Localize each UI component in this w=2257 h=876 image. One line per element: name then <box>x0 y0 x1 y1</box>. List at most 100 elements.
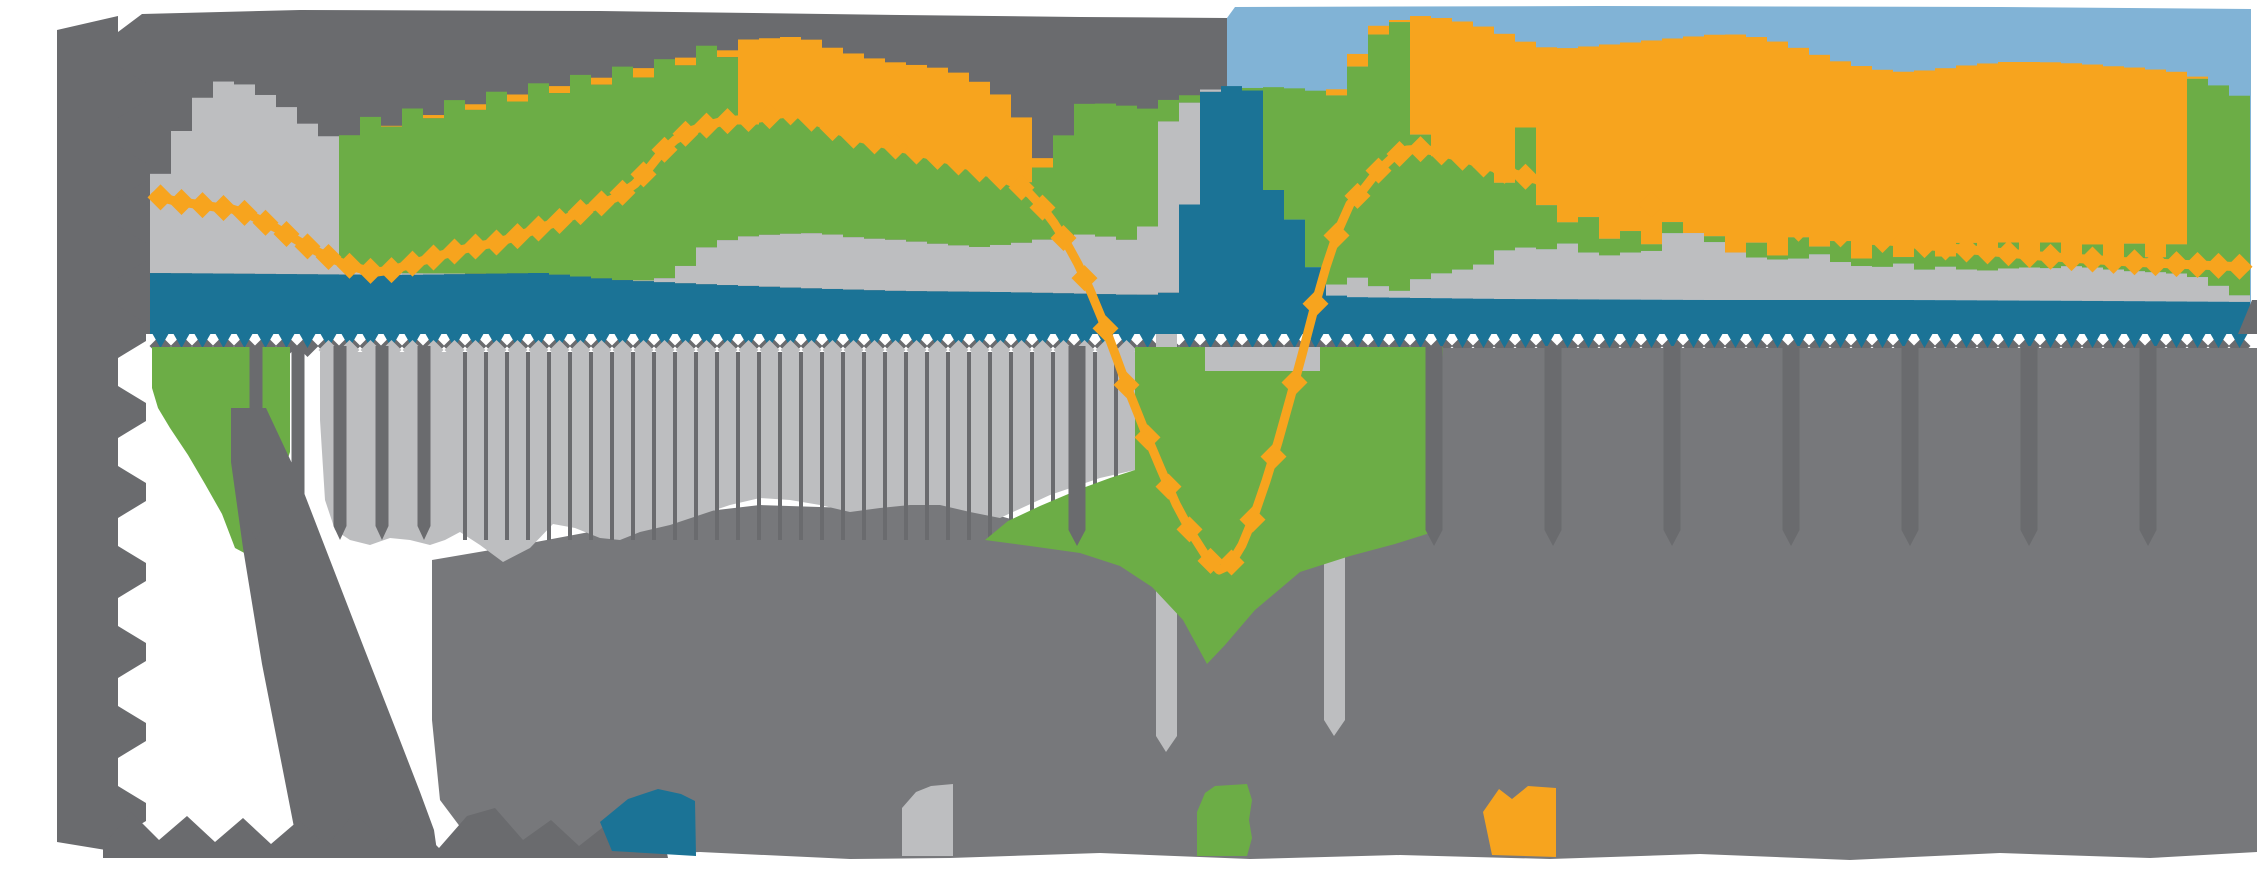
bar-teal <box>759 286 780 334</box>
bar-teal-tooth <box>1433 333 1450 348</box>
bar-gap-stripes-on-block <box>1051 352 1055 540</box>
bar-teal <box>2187 301 2208 334</box>
bar-teal-tooth <box>1916 333 1933 348</box>
xlabel-blob-stripes-right <box>2020 346 2038 546</box>
bar-green <box>2229 95 2250 296</box>
bar-teal-tooth <box>1748 333 1765 348</box>
line-marker-diamond <box>945 149 972 176</box>
line-marker-diamond <box>1827 221 1854 248</box>
bar-gap-stripes-on-block <box>652 352 656 540</box>
legend-swatch-teal <box>600 789 696 856</box>
bar-lightgray <box>1011 242 1032 293</box>
line-marker-diamond <box>2142 250 2169 277</box>
bar-teal <box>444 274 465 334</box>
bar-green <box>402 108 423 274</box>
bar-lightgray <box>1200 89 1221 92</box>
line-marker-diamond <box>1407 136 1434 163</box>
bar-green <box>591 84 612 279</box>
bar-teal <box>528 273 549 334</box>
bar-teal-tooth <box>2084 333 2101 348</box>
bar-teal <box>213 273 234 334</box>
bar-lightgray <box>192 97 213 274</box>
bar-teal-tooth <box>215 333 232 348</box>
bar-orange <box>1725 34 1746 253</box>
bar-teal <box>801 288 822 334</box>
bar-lightgray <box>1452 269 1473 299</box>
xlabel-blob-stripes-right <box>1663 346 1681 546</box>
bar-lightgray <box>906 241 927 292</box>
block-top-tooth <box>822 340 843 360</box>
bar-lightgray <box>1704 242 1725 300</box>
bar-teal <box>1788 300 1809 334</box>
line-marker-diamond <box>252 209 279 236</box>
bar-teal-tooth <box>1874 333 1891 348</box>
bar-lightgray <box>1872 266 1893 300</box>
line-marker-diamond <box>2058 245 2085 272</box>
bar-orange <box>1704 34 1725 237</box>
bar-green <box>2208 85 2229 286</box>
bar-orange <box>2145 69 2166 258</box>
bar-orange <box>1956 65 1977 243</box>
bar-lightgray <box>2229 295 2250 302</box>
bar-green <box>1851 258 1872 267</box>
bar-green <box>780 114 801 234</box>
bar-teal-tooth <box>1202 333 1219 348</box>
bar-lightgray <box>1620 252 1641 300</box>
xlabel-blob-stripes-right <box>1068 346 1086 546</box>
line-marker-diamond <box>1722 206 1749 233</box>
line-marker-diamond <box>1995 240 2022 267</box>
bar-orange <box>381 125 402 127</box>
bar-teal <box>360 274 381 334</box>
line-marker-diamond <box>903 138 930 165</box>
bar-teal <box>1200 91 1221 334</box>
bar-gap-stripes-on-block <box>715 352 719 540</box>
bar-green <box>1158 99 1179 122</box>
bar-teal <box>2124 301 2145 334</box>
bar-teal <box>1116 294 1137 334</box>
bar-gap-stripes-on-block <box>547 352 551 540</box>
line-marker-diamond <box>1743 209 1770 236</box>
line-marker-diamond <box>882 133 909 160</box>
bar-lightgray <box>843 237 864 290</box>
line-marker-diamond <box>924 143 951 170</box>
bar-orange <box>1494 33 1515 183</box>
block-top-tooth <box>759 340 780 360</box>
bar-teal-tooth <box>2168 333 2185 348</box>
bar-teal-tooth <box>1979 333 1996 348</box>
bar-teal-tooth <box>1853 333 1870 348</box>
bar-lightgray <box>696 247 717 285</box>
bar-green <box>990 178 1011 245</box>
bar-lightgray <box>1809 254 1830 300</box>
bar-gap-stripes-on-block <box>1093 352 1097 540</box>
bar-teal <box>486 273 507 334</box>
bar-teal-tooth <box>2063 333 2080 348</box>
block-top-tooth <box>612 340 633 360</box>
block-top-tooth <box>528 340 549 360</box>
xlabel-blob-stripes-right <box>1782 346 1800 546</box>
block-top-tooth <box>990 340 1011 360</box>
block-top-tooth <box>1032 340 1053 360</box>
bar-teal <box>171 273 192 334</box>
bar-teal <box>1410 298 1431 334</box>
bar-lightgray <box>717 240 738 286</box>
xlabel-blob-stripes-right <box>1544 346 1562 546</box>
line-marker-diamond <box>1008 174 1035 201</box>
bar-green <box>1011 182 1032 243</box>
bar-orange <box>1347 53 1368 67</box>
bar-lightgray <box>1956 269 1977 301</box>
bar-lightgray <box>1431 273 1452 299</box>
bar-teal <box>297 274 318 334</box>
bar-green <box>654 59 675 279</box>
bar-teal-tooth <box>1832 333 1849 348</box>
bar-orange <box>1872 69 1893 245</box>
bar-orange <box>1809 54 1830 247</box>
bar-orange <box>885 62 906 149</box>
bar-green <box>1284 88 1305 220</box>
bar-teal-tooth <box>2147 333 2164 348</box>
bar-lightgray <box>1536 249 1557 300</box>
bar-gap-stripes-on-block <box>694 352 698 540</box>
bar-lightgray <box>654 278 675 283</box>
bar-teal <box>1704 300 1725 334</box>
line-marker-diamond <box>2205 252 2232 279</box>
line-marker-diamond <box>840 122 867 149</box>
